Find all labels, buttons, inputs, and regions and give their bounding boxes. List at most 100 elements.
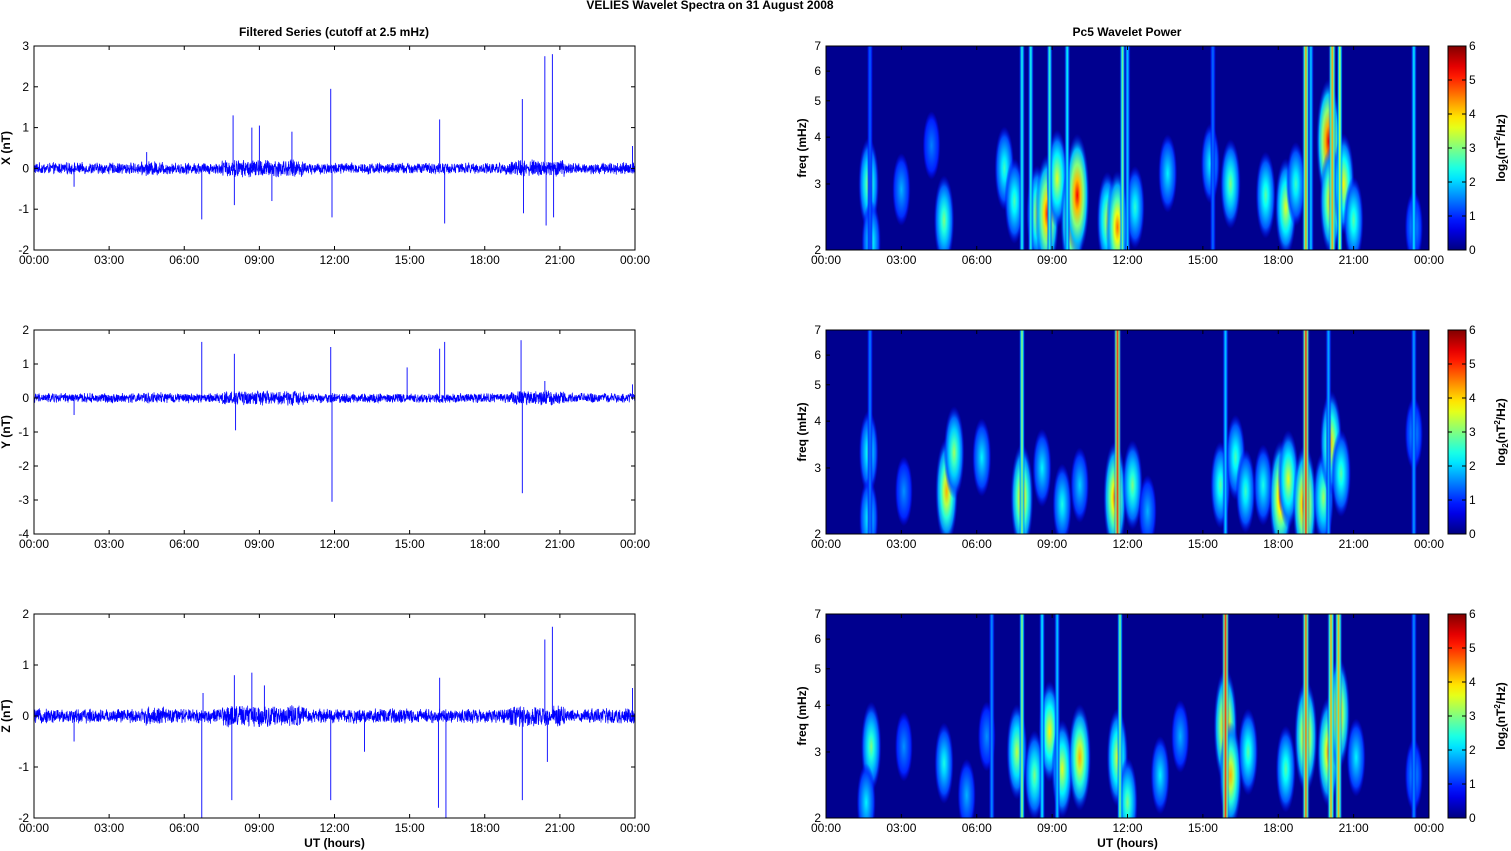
- spectrum-x-power-streak: [1027, 46, 1034, 250]
- spectrum-y-power-blob: [1070, 447, 1090, 523]
- spectrum-y-colorbar-tick-label: 2: [1469, 459, 1476, 473]
- spectrum-z-xtick-label: 09:00: [1037, 821, 1067, 835]
- spectrum-z-xtick-label: 00:00: [1414, 821, 1444, 835]
- spectrum-z-power-blob: [1275, 725, 1296, 813]
- spectrum-x-xtick-label: 12:00: [1112, 253, 1142, 267]
- series-z-xtick-label: 21:00: [545, 821, 575, 835]
- spectrum-z-ytick-label: 5: [814, 662, 821, 676]
- series-y-plot-area: [34, 330, 635, 534]
- spectrum-y-power-blob: [1253, 444, 1273, 526]
- spectrum-z-power-streak: [1019, 614, 1025, 818]
- series-y-xtick-label: 00:00: [620, 537, 650, 551]
- spectrum-z-ytick-label: 4: [814, 698, 821, 712]
- spectrum-x-power-blob: [1343, 176, 1364, 250]
- spectrum-z-heatmap: [826, 614, 1429, 818]
- series-x-xtick-label: 15:00: [395, 253, 425, 267]
- spectrum-y-colorbar-tick-label: 0: [1469, 527, 1476, 541]
- spectrum-y-power-blob: [972, 418, 992, 497]
- series-x-trace: [34, 159, 635, 178]
- right-column-title: Pc5 Wavelet Power: [1073, 25, 1182, 39]
- spectrum-z-ytick-label: 6: [814, 632, 821, 646]
- spectrum-x-colorbar-tick-label: 0: [1469, 243, 1476, 257]
- spectrum-x-power-blob: [922, 111, 941, 180]
- spectrum-z-xtick-label: 00:00: [811, 821, 841, 835]
- spectrum-z-power-blob: [1068, 703, 1092, 812]
- spectrum-y-power-blob: [1138, 474, 1157, 534]
- spectrum-z-ytick-label: 2: [814, 811, 821, 825]
- spectrum-z-power-blob: [1238, 708, 1259, 796]
- spectrum-y-power-streak: [1325, 330, 1332, 534]
- spectrum-z-power-streak: [1327, 614, 1335, 818]
- spectrum-y-xtick-label: 06:00: [962, 537, 992, 551]
- spectrum-z-colorbar-tick-label: 1: [1469, 777, 1476, 791]
- spectrum-x-ytick-label: 4: [814, 130, 821, 144]
- spectrum-y-power-streak: [867, 330, 873, 534]
- spectrum-y-xtick-label: 00:00: [1414, 537, 1444, 551]
- series-y-xtick-label: 00:00: [19, 537, 49, 551]
- spectrum-z-power-streak: [1117, 614, 1123, 818]
- spectrum-z-colorbar-tick-label: 6: [1469, 607, 1476, 621]
- series-z-xtick-label: 00:00: [620, 821, 650, 835]
- series-z-xtick-label: 09:00: [244, 821, 274, 835]
- series-x-ytick-label: 2: [22, 80, 29, 94]
- series-x-ytick-label: 0: [22, 161, 29, 175]
- spectrum-z-ytick-label: 3: [814, 745, 821, 759]
- spectrum-z-power-blob: [934, 722, 954, 804]
- spectrum-y-colorbar-tick-label: 4: [1469, 391, 1476, 405]
- series-y-ylabel: Y (nT): [0, 415, 13, 449]
- spectrum-y-colorbar-tick-label: 5: [1469, 357, 1476, 371]
- series-y-xtick-label: 12:00: [319, 537, 349, 551]
- series-x-xtick-label: 03:00: [94, 253, 124, 267]
- spectrum-y-power-blob: [1032, 428, 1052, 508]
- spectrum-x-xtick-label: 00:00: [1414, 253, 1444, 267]
- series-x-ylabel: X (nT): [0, 131, 13, 165]
- spectrum-z-xtick-label: 18:00: [1263, 821, 1293, 835]
- spectrum-x-power-blob: [892, 153, 911, 226]
- spectrum-x-colorbar-tick-label: 5: [1469, 73, 1476, 87]
- spectrum-y-xtick-label: 09:00: [1037, 537, 1067, 551]
- series-x-ytick-label: 3: [22, 39, 29, 53]
- spectrum-x-power-streak: [1064, 46, 1071, 250]
- spectrum-y-power-streak: [1410, 330, 1417, 534]
- series-x-xtick-label: 06:00: [169, 253, 199, 267]
- spectrum-y-power-streak: [1019, 330, 1025, 534]
- spectrum-y-ytick-label: 5: [814, 378, 821, 392]
- series-x-xtick-label: 00:00: [19, 253, 49, 267]
- spectrum-x-power-streak: [1019, 46, 1025, 250]
- spectrum-z-xtick-label: 03:00: [886, 821, 916, 835]
- spectrum-x-colorbar-tick-label: 6: [1469, 39, 1476, 53]
- series-x-ytick-label: -2: [18, 243, 29, 257]
- spectrum-y-ytick-label: 4: [814, 414, 821, 428]
- series-z-trace: [34, 705, 635, 728]
- spectrum-y-ytick-label: 2: [814, 527, 821, 541]
- spectrum-x-xtick-label: 18:00: [1263, 253, 1293, 267]
- series-z-ytick-label: 2: [22, 607, 29, 621]
- spectrum-y-xtick-label: 18:00: [1263, 537, 1293, 551]
- spectrum-z-power-blob: [894, 711, 913, 782]
- spectrum-z-power-streak: [1334, 614, 1343, 818]
- spectrum-y-colorbar-tick-label: 3: [1469, 425, 1476, 439]
- series-z-ytick-label: 1: [22, 658, 29, 672]
- spectrum-x-ytick-label: 5: [814, 94, 821, 108]
- series-z-xtick-label: 15:00: [395, 821, 425, 835]
- spectrum-z-xtick-label: 21:00: [1339, 821, 1369, 835]
- spectrum-x-xtick-label: 06:00: [962, 253, 992, 267]
- spectrum-y-power-blob: [894, 456, 913, 527]
- spectrum-x-power-blob: [1220, 138, 1241, 229]
- spectrum-z-ytick-label: 7: [814, 607, 821, 621]
- series-z-ytick-label: -1: [18, 760, 29, 774]
- spectrum-x-power-blob: [1286, 141, 1306, 227]
- spectrum-y-power-blob: [1052, 463, 1072, 534]
- spectrum-x-colorbar-tick-label: 3: [1469, 141, 1476, 155]
- series-x-xtick-label: 12:00: [319, 253, 349, 267]
- spectrum-z-power-streak: [1301, 614, 1310, 818]
- spectrum-z-colorbar-tick-label: 5: [1469, 641, 1476, 655]
- series-x-label: UT (hours): [304, 836, 365, 850]
- spectrum-z-colorbar-tick-label: 0: [1469, 811, 1476, 825]
- spectrum-y-colorbar-label: log2(nT2/Hz): [1493, 398, 1510, 466]
- series-y-xtick-label: 18:00: [470, 537, 500, 551]
- spectrum-y-ylabel: freq (mHz): [795, 402, 809, 461]
- spectrum-y-power-streak: [1301, 330, 1310, 534]
- spectrum-x-power-streak: [1301, 46, 1310, 250]
- series-x-ytick-label: -1: [18, 202, 29, 216]
